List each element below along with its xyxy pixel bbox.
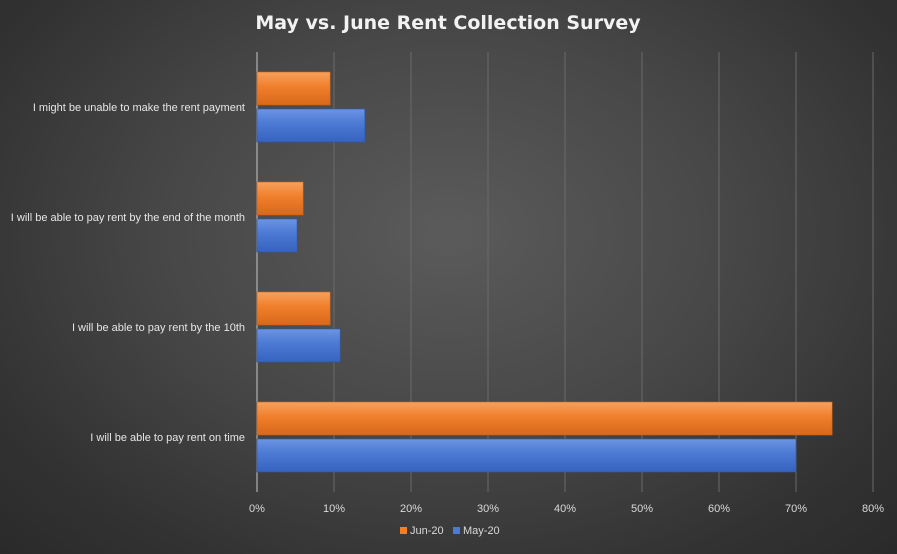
bar-may-20 [256, 108, 366, 143]
bar-may-20 [256, 328, 341, 363]
bar-may-20 [256, 218, 298, 253]
bar-jun-20 [256, 71, 331, 106]
legend-jun-20-swatch [400, 527, 407, 534]
x-tick-label: 80% [862, 503, 884, 515]
bar-may-20 [256, 438, 797, 473]
bar-jun-20 [256, 291, 331, 326]
x-tick-label: 0% [249, 503, 265, 515]
x-tick-label: 10% [323, 503, 345, 515]
bar-jun-20 [256, 181, 304, 216]
legend-may-20-swatch [453, 527, 460, 534]
legend-jun-20-label: Jun-20 [410, 525, 444, 537]
x-tick-label: 30% [477, 503, 499, 515]
x-axis-ticks: 0% 10% 20% 30% 40% 50% 60% 70% 80% [249, 503, 884, 515]
legend: Jun-20 May-20 [400, 525, 500, 537]
category-label: I might be unable to make the rent payme… [33, 102, 245, 114]
chart-title: May vs. June Rent Collection Survey [255, 12, 641, 34]
x-tick-label: 20% [400, 503, 422, 515]
x-tick-label: 70% [785, 503, 807, 515]
bar-jun-20 [256, 401, 833, 436]
category-label: I will be able to pay rent by the 10th [72, 322, 245, 334]
x-tick-label: 50% [631, 503, 653, 515]
category-labels: I might be unable to make the rent payme… [11, 102, 245, 444]
category-label: I will be able to pay rent on time [90, 432, 245, 444]
legend-may-20-label: May-20 [463, 525, 500, 537]
x-tick-label: 40% [554, 503, 576, 515]
x-tick-label: 60% [708, 503, 730, 515]
gridlines [256, 52, 874, 492]
bars [256, 71, 833, 473]
category-label: I will be able to pay rent by the end of… [11, 212, 245, 224]
